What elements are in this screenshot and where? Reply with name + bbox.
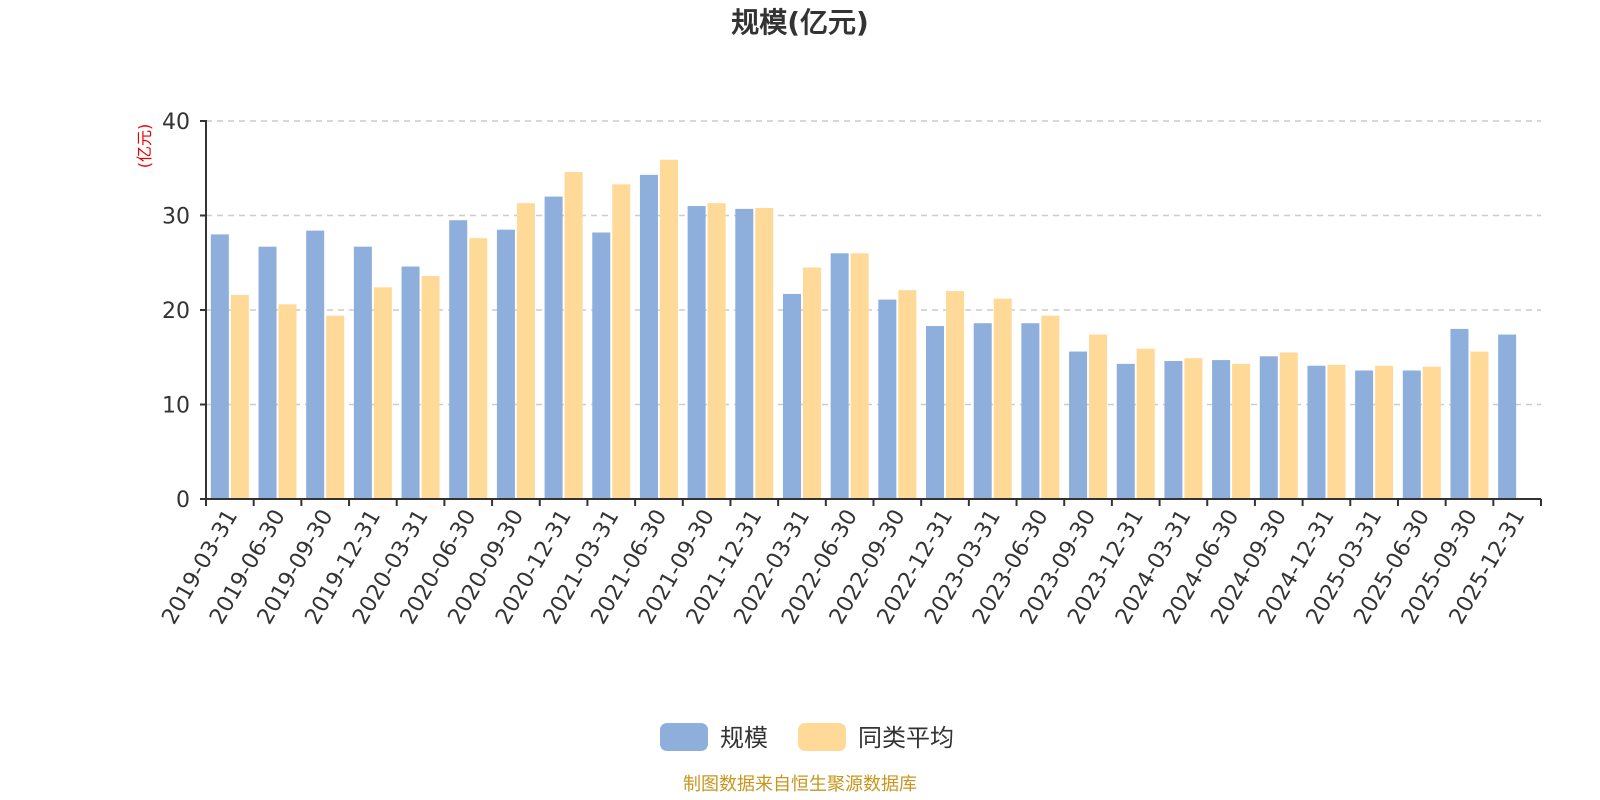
bar-scale[interactable] [973,323,992,499]
legend-label: 规模 [720,724,768,752]
bar-peer-average[interactable] [373,287,392,499]
bar-scale[interactable] [306,230,325,499]
bar-scale[interactable] [1116,363,1135,499]
bar-scale[interactable] [1450,328,1469,499]
legend-label: 同类平均 [858,724,954,752]
bar-scale[interactable] [1402,370,1421,499]
bar-peer-average[interactable] [278,304,297,499]
bar-peer-average[interactable] [230,294,249,499]
bar-peer-average[interactable] [1184,358,1203,499]
bar-scale[interactable] [401,266,420,499]
bar-peer-average[interactable] [1089,334,1108,499]
bar-scale[interactable] [639,174,658,500]
chart-title: 规模(亿元) [731,6,869,39]
x-tick-labels: 2019-03-312019-06-302019-09-302019-12-31… [157,506,1530,629]
bar-scale[interactable] [1307,365,1326,499]
bar-peer-average[interactable] [1279,352,1298,499]
y-tick-label: 30 [162,205,190,230]
bar-scale[interactable] [830,253,849,499]
bar-peer-average[interactable] [1041,315,1060,499]
y-tick-label: 40 [162,110,190,135]
bar-scale[interactable] [592,232,611,499]
bar-peer-average[interactable] [516,203,535,499]
bar-peer-average[interactable] [1422,366,1441,499]
bar-peer-average[interactable] [659,159,678,499]
bar-scale[interactable] [544,196,563,499]
bar-scale[interactable] [1021,323,1040,499]
bar-scale[interactable] [496,229,515,500]
bar-peer-average[interactable] [755,207,774,499]
y-axis-unit-label: (亿元) [135,124,154,169]
bar-peer-average[interactable] [802,267,821,499]
bar-scale[interactable] [1069,351,1088,499]
bar-peer-average[interactable] [1327,364,1346,499]
legend-item-peer-average[interactable]: 同类平均 [798,723,954,752]
bars [210,159,1517,500]
bar-peer-average[interactable] [421,275,440,499]
y-tick-labels: 0 10 20 30 40 [162,110,190,513]
bar-scale[interactable] [782,293,801,499]
bar-scale[interactable] [449,220,468,499]
y-tick-label: 10 [162,394,190,419]
bar-scale[interactable] [1259,356,1278,499]
y-tick-label: 0 [176,488,190,513]
legend-item-scale[interactable]: 规模 [660,723,768,752]
bar-peer-average[interactable] [564,172,583,499]
bar-scale[interactable] [687,206,706,500]
bar-peer-average[interactable] [850,253,869,499]
bar-peer-average[interactable] [993,298,1012,499]
bar-peer-average[interactable] [469,238,488,499]
bar-peer-average[interactable] [612,184,631,499]
legend[interactable]: 规模 同类平均 [660,723,954,752]
bar-peer-average[interactable] [946,291,965,499]
bar-peer-average[interactable] [1470,351,1489,499]
bar-scale[interactable] [1355,370,1374,499]
bar-scale[interactable] [878,299,897,499]
bar-scale[interactable] [210,234,229,499]
bar-scale[interactable] [1164,361,1183,499]
bar-peer-average[interactable] [898,290,917,499]
bar-scale[interactable] [926,326,945,499]
legend-swatch [660,723,708,751]
bar-peer-average[interactable] [1375,365,1394,499]
bar-peer-average[interactable] [326,315,345,499]
bar-peer-average[interactable] [1232,363,1251,499]
bar-scale[interactable] [1498,334,1517,499]
bar-scale[interactable] [735,208,754,499]
legend-swatch [798,723,846,751]
bar-scale[interactable] [353,246,372,499]
bar-peer-average[interactable] [1136,348,1155,499]
source-note: 制图数据来自恒生聚源数据库 [683,774,917,795]
bar-scale[interactable] [1212,360,1231,499]
bar-peer-average[interactable] [707,203,726,499]
y-tick-label: 20 [162,299,190,324]
axes [200,120,1542,506]
bar-scale[interactable] [258,246,277,499]
